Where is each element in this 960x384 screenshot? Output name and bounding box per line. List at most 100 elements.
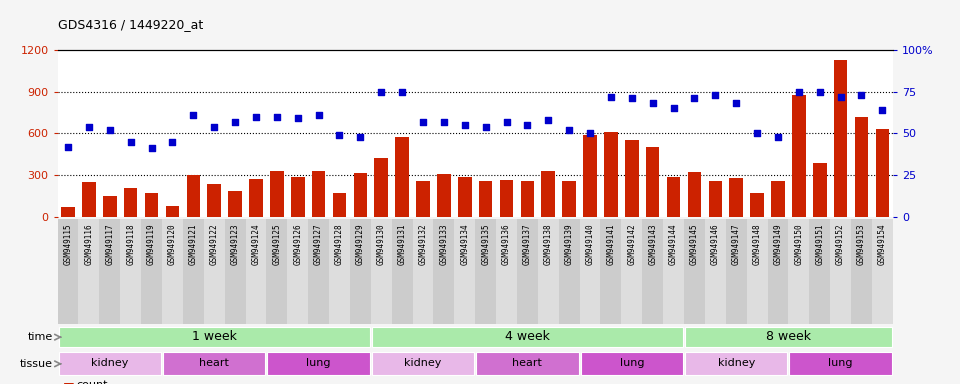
Text: GSM949125: GSM949125 <box>273 223 281 265</box>
Point <box>812 89 828 95</box>
Point <box>332 132 348 138</box>
Bar <box>270 171 283 217</box>
Bar <box>625 140 638 217</box>
Bar <box>145 193 158 217</box>
Point <box>165 139 180 145</box>
Text: 8 week: 8 week <box>766 330 811 343</box>
Bar <box>396 137 409 217</box>
Point <box>311 112 326 118</box>
Text: GSM949127: GSM949127 <box>314 223 324 265</box>
Bar <box>621 219 642 324</box>
Point <box>457 122 472 128</box>
Point <box>352 134 368 140</box>
Bar <box>434 219 454 324</box>
Text: tissue: tissue <box>20 359 53 369</box>
Bar <box>642 219 663 324</box>
Bar <box>813 163 827 217</box>
Text: GSM949142: GSM949142 <box>627 223 636 265</box>
Point <box>729 100 744 106</box>
Text: kidney: kidney <box>91 358 129 368</box>
Bar <box>308 219 329 324</box>
Bar <box>207 184 221 217</box>
Bar <box>374 159 388 217</box>
Bar <box>771 182 784 217</box>
Bar <box>705 219 726 324</box>
Point <box>373 89 389 95</box>
Text: GSM949145: GSM949145 <box>690 223 699 265</box>
Point <box>519 122 535 128</box>
Bar <box>228 191 242 217</box>
Point <box>686 95 702 101</box>
Text: heart: heart <box>200 358 229 368</box>
Bar <box>479 182 492 217</box>
Bar <box>163 353 265 375</box>
Bar <box>333 193 347 217</box>
Bar <box>788 219 809 324</box>
Text: lung: lung <box>306 358 331 368</box>
Bar <box>876 129 889 217</box>
Bar <box>601 219 621 324</box>
Point <box>416 119 431 125</box>
Text: GSM949143: GSM949143 <box>648 223 658 265</box>
Bar <box>103 196 116 217</box>
Text: GSM949138: GSM949138 <box>543 223 553 265</box>
Point <box>562 127 577 133</box>
Bar <box>83 182 96 217</box>
Bar <box>538 219 559 324</box>
Text: GSM949126: GSM949126 <box>293 223 302 265</box>
Bar <box>124 188 137 217</box>
Point <box>249 114 264 120</box>
Bar <box>287 219 308 324</box>
Point <box>750 131 765 137</box>
Bar <box>663 219 684 324</box>
Bar <box>268 353 370 375</box>
Bar <box>872 219 893 324</box>
Point <box>478 124 493 130</box>
Text: lung: lung <box>828 358 852 368</box>
Bar <box>768 219 788 324</box>
Bar <box>353 173 367 217</box>
Text: GSM949144: GSM949144 <box>669 223 678 265</box>
Point <box>60 144 76 150</box>
Point <box>144 146 159 152</box>
Point <box>123 139 138 145</box>
Bar <box>186 175 200 217</box>
Bar <box>684 219 705 324</box>
Bar <box>581 353 683 375</box>
Bar <box>646 147 660 217</box>
Bar <box>250 179 263 217</box>
Point <box>228 119 243 125</box>
Point <box>770 134 785 140</box>
Bar <box>100 219 120 324</box>
Bar <box>372 327 683 348</box>
Bar <box>751 193 764 217</box>
Bar <box>372 353 474 375</box>
Bar <box>59 327 370 348</box>
Point <box>645 100 660 106</box>
Text: GSM949140: GSM949140 <box>586 223 594 265</box>
Bar <box>730 178 743 217</box>
Text: GSM949116: GSM949116 <box>84 223 93 265</box>
Text: GSM949151: GSM949151 <box>815 223 825 265</box>
Bar <box>852 219 872 324</box>
Point <box>833 94 849 100</box>
Bar <box>584 135 597 217</box>
Point <box>853 92 869 98</box>
Bar <box>475 219 496 324</box>
Point <box>395 89 410 95</box>
Text: GSM949150: GSM949150 <box>794 223 804 265</box>
Text: GSM949120: GSM949120 <box>168 223 177 265</box>
Point <box>603 94 618 100</box>
Bar <box>437 174 450 217</box>
Text: GSM949137: GSM949137 <box>523 223 532 265</box>
Bar <box>476 353 579 375</box>
Point <box>290 115 305 121</box>
Bar <box>789 353 892 375</box>
Bar <box>204 219 225 324</box>
Text: GSM949133: GSM949133 <box>440 223 448 265</box>
Bar <box>61 207 75 217</box>
Bar <box>747 219 768 324</box>
Bar <box>520 182 534 217</box>
Bar <box>329 219 350 324</box>
Bar <box>458 177 471 217</box>
